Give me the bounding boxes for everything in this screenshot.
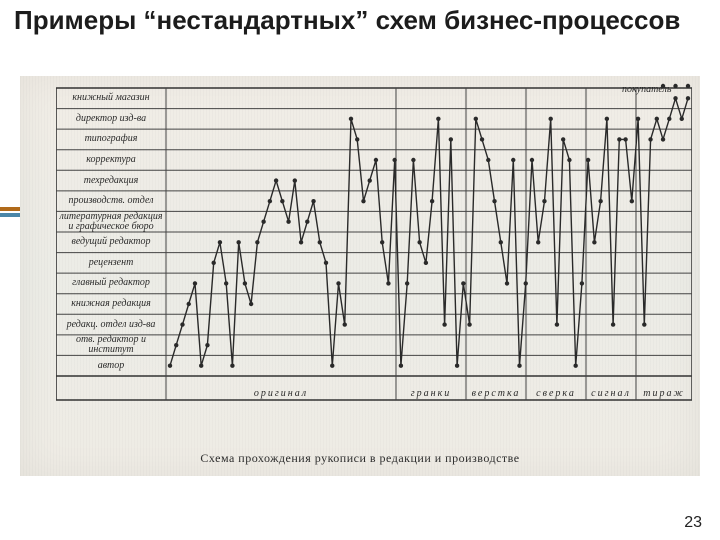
- row-label: главный редактор: [56, 278, 166, 288]
- row-label: производств. отдел: [56, 196, 166, 206]
- col-label: верстка: [472, 388, 521, 399]
- row-label: редакц. отдел изд-ва: [56, 320, 166, 330]
- col-label: тираж: [643, 388, 685, 399]
- col-label: оригинал: [254, 388, 308, 399]
- swimlane-chart: книжный магазин директор изд-ва типография…: [56, 80, 692, 410]
- col-label: сверка: [536, 388, 576, 399]
- row-label: книжная редакция: [56, 299, 166, 309]
- slide-title: Примеры “нестандартных” схем бизнес-проц…: [14, 6, 694, 35]
- row-label: рецензент: [56, 258, 166, 268]
- col-label: гранки: [411, 388, 452, 399]
- row-label: отв. редактор и институт: [56, 335, 166, 355]
- row-label: директор изд-ва: [56, 114, 166, 124]
- page-number: 23: [684, 514, 702, 532]
- row-label: книжный магазин: [56, 93, 166, 103]
- outlier-label: покупатель: [622, 84, 671, 95]
- row-label: автор: [56, 361, 166, 371]
- row-label: ведущий редактор: [56, 237, 166, 247]
- accent-bar: [0, 206, 22, 218]
- row-label: типография: [56, 134, 166, 144]
- row-label: техредакция: [56, 176, 166, 186]
- row-label: литературная редакция и графическое бюро: [56, 212, 166, 232]
- col-label: сигнал: [591, 388, 631, 399]
- scanned-figure: книжный магазин директор изд-ва типография…: [20, 76, 700, 476]
- row-label: корректура: [56, 155, 166, 165]
- figure-caption: Схема прохождения рукописи в редакции и …: [20, 451, 700, 466]
